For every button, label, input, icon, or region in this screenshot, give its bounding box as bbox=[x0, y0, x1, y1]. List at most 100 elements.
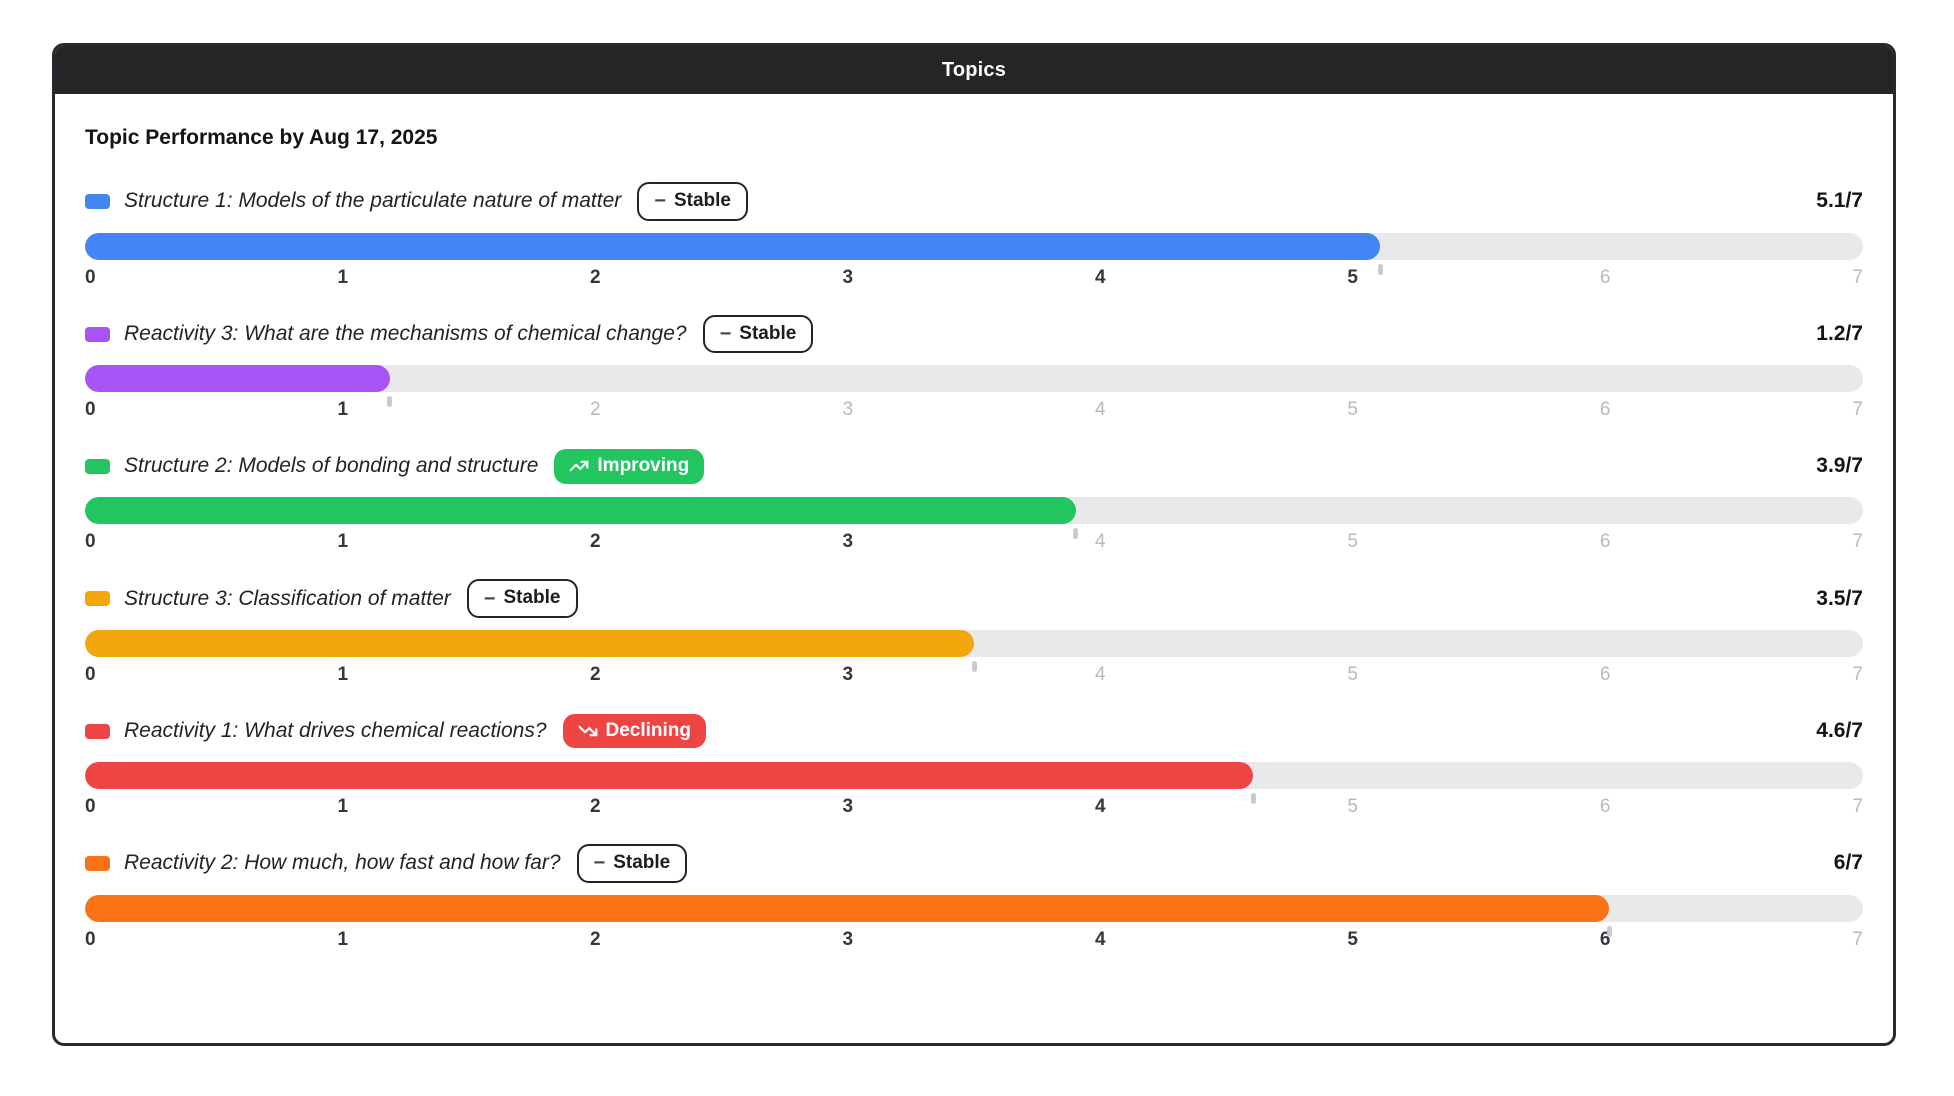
panel-header: Topics bbox=[55, 46, 1893, 94]
score-marker-tick bbox=[1250, 793, 1256, 805]
axis-tick-label: 7 bbox=[1852, 928, 1863, 950]
trend-label: Stable bbox=[503, 587, 561, 609]
topic-row-head: Structure 2: Models of bonding and struc… bbox=[85, 447, 1863, 485]
axis-tick-label: 2 bbox=[589, 531, 601, 553]
axis-tick-label: 6 bbox=[1599, 796, 1611, 818]
axis-ticks: 0 1 2 3 4 5 6 7 bbox=[85, 531, 1863, 553]
panel-title: Topics bbox=[941, 58, 1007, 81]
score-bar-area: 0 1 2 3 4 5 6 7 bbox=[85, 232, 1863, 289]
axis-tick-label: 4 bbox=[1094, 928, 1106, 950]
axis-ticks: 0 1 2 3 4 5 6 7 bbox=[85, 664, 1863, 686]
panel-content: Topic Performance by Aug 17, 2025 Struct… bbox=[55, 94, 1893, 951]
trend-icon: − bbox=[483, 587, 496, 610]
axis-tick-label: 2 bbox=[589, 399, 601, 421]
trend-label: Stable bbox=[739, 322, 797, 344]
axis-tick-label: 3 bbox=[842, 531, 854, 553]
axis-tick-label: 0 bbox=[85, 399, 96, 421]
topic-color-swatch bbox=[85, 326, 110, 342]
score-marker-tick bbox=[1073, 528, 1079, 540]
topic-label: Structure 3: Classification of matter bbox=[124, 586, 451, 610]
topic-score: 3.5/7 bbox=[1816, 586, 1863, 610]
axis-tick-label: 7 bbox=[1852, 531, 1863, 553]
topic-score: 1.2/7 bbox=[1816, 322, 1863, 346]
topic-score: 4.6/7 bbox=[1816, 719, 1863, 743]
axis-tick-label: 1 bbox=[337, 399, 349, 421]
score-bar-fill bbox=[85, 497, 1076, 525]
topic-color-swatch bbox=[85, 855, 110, 871]
topic-color-swatch bbox=[85, 193, 110, 209]
topic-row: Structure 1: Models of the particulate n… bbox=[85, 182, 1863, 289]
score-bar-track bbox=[85, 232, 1863, 260]
axis-tick-label: 0 bbox=[85, 266, 96, 288]
axis-tick-label: 1 bbox=[337, 266, 349, 288]
score-bar-area: 0 1 2 3 4 5 6 7 bbox=[85, 365, 1863, 421]
axis-tick-label: 1 bbox=[337, 664, 349, 686]
topic-score: 3.9/7 bbox=[1816, 454, 1863, 478]
axis-tick-label: 3 bbox=[842, 928, 854, 950]
topic-color-swatch bbox=[85, 591, 110, 607]
axis-tick-label: 2 bbox=[589, 266, 601, 288]
topic-score: 6/7 bbox=[1833, 851, 1863, 875]
score-bar-area: 0 1 2 3 4 5 6 7 bbox=[85, 497, 1863, 553]
trend-icon: − bbox=[719, 323, 732, 346]
axis-tick-label: 4 bbox=[1094, 531, 1106, 553]
axis-tick-label: 1 bbox=[337, 796, 349, 818]
axis-tick-label: 2 bbox=[589, 796, 601, 818]
axis-tick-label: 3 bbox=[842, 796, 854, 818]
topic-label: Structure 1: Models of the particulate n… bbox=[124, 189, 622, 213]
axis-ticks: 0 1 2 3 4 5 6 7 bbox=[85, 399, 1863, 421]
axis-tick-label: 7 bbox=[1852, 266, 1863, 288]
score-bar-track bbox=[85, 630, 1863, 658]
axis-tick-label: 0 bbox=[85, 531, 96, 553]
trend-label: Improving bbox=[597, 455, 690, 477]
topic-label: Structure 2: Models of bonding and struc… bbox=[124, 454, 539, 478]
topic-label: Reactivity 2: How much, how fast and how… bbox=[124, 851, 561, 875]
score-bar-track bbox=[85, 497, 1863, 525]
axis-tick-label: 7 bbox=[1852, 664, 1863, 686]
score-bar-area: 0 1 2 3 4 5 6 7 bbox=[85, 762, 1863, 818]
axis-tick-label: 6 bbox=[1599, 399, 1611, 421]
topic-row-head: Structure 3: Classification of matter − … bbox=[85, 579, 1863, 619]
trend-icon bbox=[578, 721, 598, 741]
axis-tick-label: 3 bbox=[842, 664, 854, 686]
topic-row-head: Reactivity 2: How much, how fast and how… bbox=[85, 844, 1863, 883]
topic-label: Reactivity 1: What drives chemical react… bbox=[124, 719, 547, 743]
axis-tick-label: 4 bbox=[1094, 796, 1106, 818]
topic-rows: Structure 1: Models of the particulate n… bbox=[85, 182, 1863, 951]
trend-badge: Declining bbox=[562, 713, 707, 749]
score-bar-track bbox=[85, 762, 1863, 790]
axis-tick-label: 3 bbox=[842, 266, 854, 288]
trend-badge: − Stable bbox=[637, 182, 748, 221]
score-bar-fill bbox=[85, 365, 390, 393]
topics-panel: Topics Topic Performance by Aug 17, 2025… bbox=[52, 43, 1896, 1046]
axis-tick-label: 0 bbox=[85, 664, 96, 686]
axis-tick-label: 5 bbox=[1347, 399, 1358, 421]
score-bar-fill bbox=[85, 232, 1381, 260]
topic-row: Reactivity 3: What are the mechanisms of… bbox=[85, 314, 1863, 422]
axis-tick-label: 5 bbox=[1347, 531, 1358, 553]
axis-tick-label: 4 bbox=[1094, 664, 1106, 686]
axis-tick-label: 6 bbox=[1599, 928, 1611, 950]
axis-ticks: 0 1 2 3 4 5 6 7 bbox=[85, 267, 1863, 289]
topic-row: Reactivity 1: What drives chemical react… bbox=[85, 712, 1863, 818]
topic-row: Reactivity 2: How much, how fast and how… bbox=[85, 844, 1863, 951]
score-marker-tick bbox=[1377, 263, 1383, 275]
axis-tick-label: 1 bbox=[337, 531, 349, 553]
axis-ticks: 0 1 2 3 4 5 6 7 bbox=[85, 796, 1863, 818]
axis-tick-label: 7 bbox=[1852, 796, 1863, 818]
axis-tick-label: 5 bbox=[1347, 664, 1358, 686]
score-bar-track bbox=[85, 894, 1863, 922]
trend-badge: Improving bbox=[554, 449, 705, 484]
topic-score: 5.1/7 bbox=[1816, 189, 1863, 213]
topic-row-head: Structure 1: Models of the particulate n… bbox=[85, 182, 1863, 221]
score-bar-fill bbox=[85, 762, 1254, 790]
axis-tick-label: 6 bbox=[1599, 664, 1611, 686]
axis-tick-label: 5 bbox=[1347, 796, 1358, 818]
axis-tick-label: 7 bbox=[1852, 399, 1863, 421]
topic-row-head: Reactivity 3: What are the mechanisms of… bbox=[85, 314, 1863, 354]
axis-ticks: 0 1 2 3 4 5 6 7 bbox=[85, 929, 1863, 951]
axis-tick-label: 0 bbox=[85, 928, 96, 950]
axis-tick-label: 6 bbox=[1599, 266, 1611, 288]
topic-color-swatch bbox=[85, 723, 110, 739]
score-marker-tick bbox=[387, 396, 393, 408]
